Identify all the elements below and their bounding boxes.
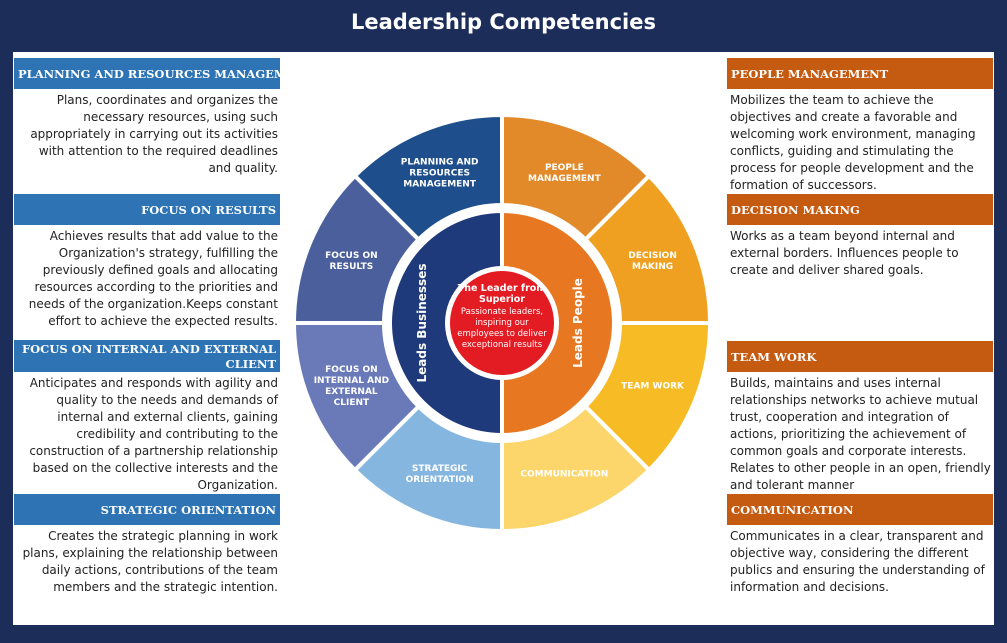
wheel-label-strategic-orientation: STRATEGIC ORIENTATION bbox=[406, 464, 474, 485]
header-strategic: STRATEGIC ORIENTATION bbox=[14, 494, 280, 525]
wheel-label-planning: PLANNING AND RESOURCES MANAGEMENT bbox=[401, 157, 479, 189]
wheel-label-focus-results: FOCUS ON RESULTS bbox=[325, 251, 378, 272]
wheel-segment-focus-results bbox=[292, 173, 422, 325]
center-circle bbox=[450, 271, 554, 375]
header-team-work: TEAM WORK bbox=[727, 341, 993, 372]
header-people-management: PEOPLE MANAGEMENT bbox=[727, 58, 993, 89]
header-focus-client: FOCUS ON INTERNAL AND EXTERNAL CLIENT bbox=[14, 340, 280, 372]
desc-focus-client: Anticipates and responds with agility an… bbox=[29, 376, 278, 492]
header-planning: PLANNING AND RESOURCES MANAGEMENT bbox=[14, 58, 315, 89]
wheel-label-decision-making: DECISION MAKING bbox=[628, 251, 677, 272]
desc-communication: Communicates in a clear, transparent and… bbox=[730, 529, 985, 594]
desc-strategic: Creates the strategic planning in work p… bbox=[22, 529, 278, 594]
desc-decision-making: Works as a team beyond internal and exte… bbox=[730, 229, 959, 277]
header-communication: COMMUNICATION bbox=[727, 494, 993, 525]
center-text: Passionate leaders, inspiring our employ… bbox=[457, 307, 547, 350]
header-decision-making: DECISION MAKING bbox=[727, 194, 993, 225]
desc-planning: Plans, coordinates and organizes the nec… bbox=[30, 93, 278, 175]
competency-wheel: PLANNING AND RESOURCES MANAGEMENT PEOPLE MAN… bbox=[292, 113, 712, 533]
wheel-label-focus-client: FOCUS ON INTERNAL AND EXTERNAL CLIENT bbox=[314, 365, 389, 408]
label-leads-people: Leads People bbox=[571, 278, 585, 368]
wheel-label-communication: COMMUNICATION bbox=[520, 470, 608, 480]
label-leads-businesses: Leads Businesses bbox=[415, 264, 429, 383]
header-focus-results: FOCUS ON RESULTS bbox=[14, 194, 280, 225]
desc-people-management: Mobilizes the team to achieve the object… bbox=[730, 93, 976, 192]
wheel-label-people-management: PEOPLE MANAGEMENT bbox=[528, 163, 602, 184]
wheel-label-team-work: TEAM WORK bbox=[621, 381, 685, 391]
center-title: The Leader from Superior bbox=[457, 283, 547, 305]
page-title: Leadership Competencies bbox=[350, 10, 657, 34]
desc-focus-results: Achieves results that add value to the O… bbox=[28, 229, 278, 328]
center-text-box: The Leader from Superior Passionate lead… bbox=[457, 283, 547, 350]
desc-team-work: Builds, maintains and uses internal rela… bbox=[730, 376, 991, 492]
